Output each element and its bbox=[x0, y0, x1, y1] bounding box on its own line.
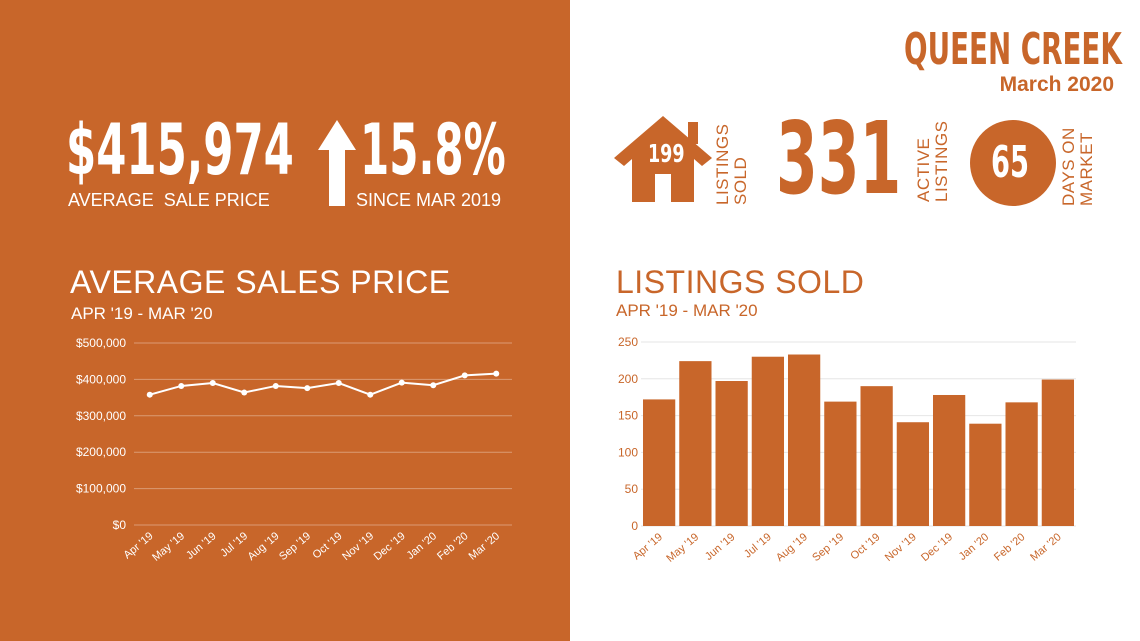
data-point bbox=[178, 382, 185, 389]
data-point bbox=[209, 380, 216, 387]
x-tick-label: Sep '19 bbox=[810, 531, 846, 564]
x-tick-label: Sep '19 bbox=[277, 530, 313, 563]
average-sale-price-value: $415,974 bbox=[66, 109, 294, 191]
x-tick-label: Jun '19 bbox=[184, 530, 219, 562]
y-tick-label: 100 bbox=[618, 445, 638, 459]
average-price-line-chart: $0 $100,000 $200,000 $300,000 $400,000 $500,0… bbox=[76, 336, 512, 564]
data-point bbox=[146, 391, 153, 398]
data-point bbox=[493, 370, 500, 377]
bar bbox=[787, 354, 821, 526]
x-tick-label: Dec '19 bbox=[919, 531, 955, 564]
x-tick-label: Dec '19 bbox=[372, 530, 408, 563]
y-tick-label: 0 bbox=[631, 519, 638, 533]
right-panel bbox=[570, 0, 1140, 641]
bar bbox=[751, 356, 785, 526]
bar bbox=[642, 399, 676, 526]
x-tick-label: Feb '20 bbox=[992, 531, 1028, 564]
data-point bbox=[461, 372, 468, 379]
x-tick-label: Aug '19 bbox=[774, 531, 810, 564]
data-point bbox=[335, 380, 342, 387]
price-change-label: SINCE MAR 2019 bbox=[356, 190, 502, 210]
data-point bbox=[430, 382, 437, 389]
x-tick-label: Nov '19 bbox=[340, 530, 376, 563]
sold-chart-subtitle: APR '19 - MAR '20 bbox=[616, 301, 758, 320]
y-tick-label: $400,000 bbox=[76, 372, 126, 386]
bar bbox=[679, 361, 712, 526]
days-on-market-value: 65 bbox=[991, 137, 1029, 188]
data-point bbox=[398, 379, 405, 386]
up-arrow-icon bbox=[318, 120, 356, 206]
series-line bbox=[149, 372, 497, 396]
bar bbox=[896, 422, 930, 526]
x-tick-label: Apr '19 bbox=[631, 531, 665, 562]
x-tick-label: Jul '19 bbox=[742, 531, 774, 560]
x-tick-label: Mar '20 bbox=[1028, 531, 1064, 564]
price-chart-title: AVERAGE SALES PRICE bbox=[70, 264, 451, 300]
period-subtitle: March 2020 bbox=[999, 73, 1114, 96]
house-icon bbox=[614, 116, 712, 202]
x-tick-label: Oct '19 bbox=[311, 530, 345, 561]
listings-sold-bar-chart: 0 50 100 150 200 250 Apr '19 May '19 Jun '19 Jul … bbox=[618, 335, 1076, 565]
x-tick-label: Nov '19 bbox=[883, 531, 919, 564]
bar bbox=[1041, 379, 1075, 526]
price-chart-subtitle: APR '19 - MAR '20 bbox=[71, 304, 213, 323]
bar bbox=[1005, 402, 1038, 526]
y-tick-label: 50 bbox=[625, 482, 639, 496]
bar bbox=[932, 394, 966, 526]
sold-chart-title: LISTINGS SOLD bbox=[616, 264, 865, 300]
average-sale-price-label: AVERAGE SALE PRICE bbox=[68, 190, 270, 210]
y-tick-label: $300,000 bbox=[76, 409, 126, 423]
data-point bbox=[304, 385, 311, 392]
active-listings-value: 331 bbox=[776, 100, 902, 217]
y-tick-label: $200,000 bbox=[76, 445, 126, 459]
bar bbox=[969, 423, 1002, 526]
y-tick-label: 200 bbox=[618, 372, 638, 386]
x-tick-label: Aug '19 bbox=[246, 530, 282, 563]
x-tick-label: May '19 bbox=[664, 531, 701, 565]
bar bbox=[715, 381, 748, 526]
data-point bbox=[241, 389, 248, 396]
x-tick-label: Feb '20 bbox=[435, 530, 471, 563]
days-on-market-circle bbox=[970, 120, 1056, 206]
y-tick-label: $0 bbox=[113, 518, 127, 532]
x-tick-label: Apr '19 bbox=[122, 530, 156, 561]
x-tick-label: Mar '20 bbox=[467, 530, 503, 563]
data-point bbox=[367, 391, 374, 398]
x-tick-label: Jun '19 bbox=[703, 531, 738, 563]
x-tick-label: Jan '20 bbox=[957, 531, 992, 563]
y-tick-label: $500,000 bbox=[76, 336, 126, 350]
y-tick-label: $100,000 bbox=[76, 482, 126, 496]
city-title: QUEEN CREEK bbox=[904, 24, 1122, 75]
left-panel bbox=[0, 0, 570, 641]
x-tick-label: May '19 bbox=[150, 530, 187, 564]
listings-sold-value: 199 bbox=[648, 139, 685, 168]
data-point bbox=[272, 382, 279, 389]
price-change-value: 15.8% bbox=[360, 109, 506, 191]
bar bbox=[824, 401, 857, 526]
y-tick-label: 150 bbox=[618, 409, 638, 423]
x-tick-label: Jan '20 bbox=[405, 530, 440, 562]
x-tick-label: Oct '19 bbox=[848, 531, 882, 562]
y-tick-label: 250 bbox=[618, 335, 638, 349]
bar bbox=[860, 386, 893, 526]
